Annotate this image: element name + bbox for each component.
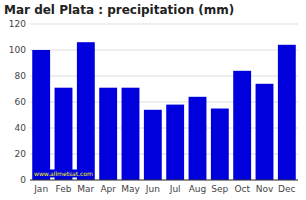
x-tick-label: Jun — [145, 184, 160, 194]
title: Mar del Plata : precipitation (mm) — [4, 3, 234, 17]
y-tick-label: 0 — [20, 175, 26, 185]
x-tick-label: Dec — [278, 184, 295, 194]
x-axis: Jan Feb Mar Apr May Jun Jul Aug Sep Oct Nov Dec — [33, 184, 295, 194]
bar — [166, 105, 184, 180]
x-tick-label: Nov — [256, 184, 274, 194]
bars — [32, 42, 296, 180]
grid-line — [30, 76, 298, 77]
y-tick-label: 120 — [9, 19, 26, 29]
y-axis: 0 20 40 60 80 100 120 — [9, 19, 298, 185]
x-tick-label: Aug — [189, 184, 207, 194]
y-tick-label: 20 — [15, 149, 27, 159]
x-tick-label: Sep — [211, 184, 228, 194]
x-axis-line — [30, 180, 298, 181]
bar — [99, 88, 117, 180]
chart-container: Mar del Plata : precipitation (mm) 0 20 40 6… — [0, 0, 306, 200]
bar — [144, 110, 162, 180]
x-tick-label: Jan — [33, 184, 48, 194]
y-tick-label: 40 — [15, 123, 27, 133]
bar — [189, 97, 207, 180]
x-tick-label: Feb — [56, 184, 72, 194]
y-tick-label: 100 — [9, 45, 26, 55]
y-tick-label: 60 — [15, 97, 27, 107]
grid-line — [30, 24, 298, 25]
grid-line — [30, 50, 298, 51]
bar — [278, 45, 296, 180]
bar — [77, 42, 95, 180]
x-tick-label: Oct — [234, 184, 250, 194]
bar — [233, 71, 251, 180]
bar — [55, 88, 73, 180]
y-tick-label: 80 — [15, 71, 27, 81]
bar — [122, 88, 140, 180]
watermark: www.allmetsat.com — [33, 170, 94, 178]
x-tick-label: Mar — [77, 184, 94, 194]
x-tick-label: Jul — [169, 184, 181, 194]
watermark-text: www.allmetsat.com — [34, 170, 93, 177]
chart-svg: Mar del Plata : precipitation (mm) 0 20 40 6… — [0, 0, 306, 200]
x-tick-label: Apr — [100, 184, 116, 194]
x-tick-label: May — [121, 184, 140, 194]
watermark-background — [33, 170, 94, 178]
bar — [32, 50, 50, 180]
bar — [256, 84, 274, 180]
grid-line — [30, 180, 298, 181]
bar — [211, 109, 229, 181]
